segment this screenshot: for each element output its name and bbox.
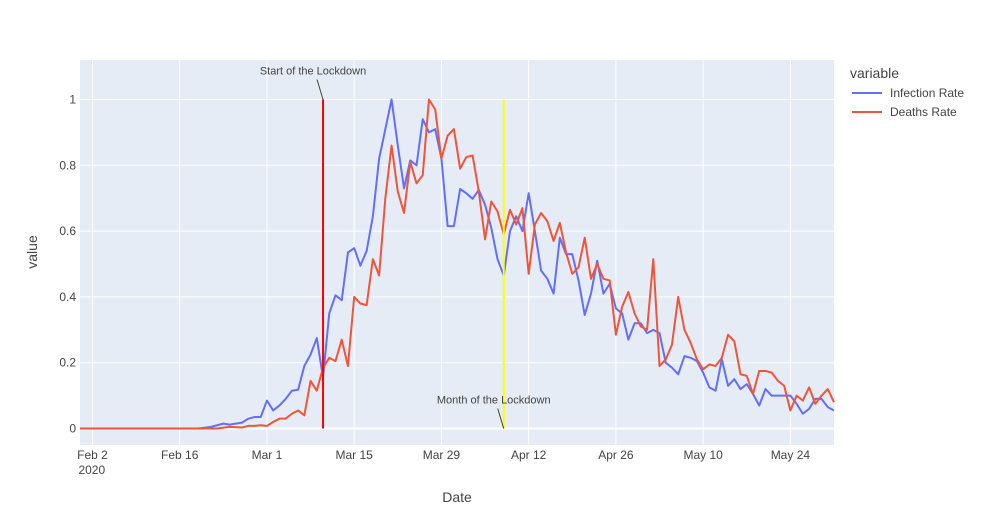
x-tick-label: Apr 26: [598, 448, 634, 462]
legend-title: variable: [850, 65, 899, 81]
x-tick-label: Feb 16: [161, 448, 199, 462]
x-tick-label: May 24: [771, 448, 811, 462]
y-axis-ticks: 0 0.2 0.4 0.6 0.8 1: [59, 92, 76, 435]
annotation-arrow: [316, 79, 324, 100]
y-tick-label: 0.8: [59, 158, 76, 172]
annotation-text: Start of the Lockdown: [260, 65, 366, 77]
legend-label: Infection Rate: [890, 86, 964, 100]
y-tick-label: 0.2: [59, 356, 76, 370]
x-tick-label: May 10: [683, 448, 723, 462]
y-axis-title: value: [24, 235, 40, 269]
series-line-1: [80, 98, 835, 430]
x-tick-sublabel: 2020: [78, 463, 105, 477]
series-lines: [80, 98, 835, 430]
y-tick-label: 0.4: [59, 290, 76, 304]
x-axis-title: Date: [442, 489, 472, 505]
series-line-0: [80, 98, 835, 430]
x-tick-label: Apr 12: [511, 448, 547, 462]
legend-item[interactable]: Deaths Rate: [852, 105, 957, 119]
legend[interactable]: variable Infection Rate Deaths Rate: [850, 65, 964, 119]
annotations: Start of the Lockdown Month of the Lockdo…: [260, 65, 551, 429]
annotation-text: Month of the Lockdown: [437, 395, 551, 407]
plot-background: [80, 60, 834, 445]
x-tick-label: Mar 29: [423, 448, 461, 462]
x-tick-label: Mar 1: [252, 448, 283, 462]
lockdown-lines: [322, 99, 505, 429]
y-tick-label: 0.6: [59, 224, 76, 238]
legend-item[interactable]: Infection Rate: [852, 86, 964, 100]
annotation-arrow: [497, 408, 505, 429]
x-tick-label: Feb 2: [77, 448, 108, 462]
y-tick-label: 1: [69, 92, 76, 106]
y-tick-label: 0: [69, 422, 76, 436]
x-tick-label: Mar 15: [336, 448, 374, 462]
gridlines: [80, 60, 834, 445]
legend-label: Deaths Rate: [890, 105, 957, 119]
